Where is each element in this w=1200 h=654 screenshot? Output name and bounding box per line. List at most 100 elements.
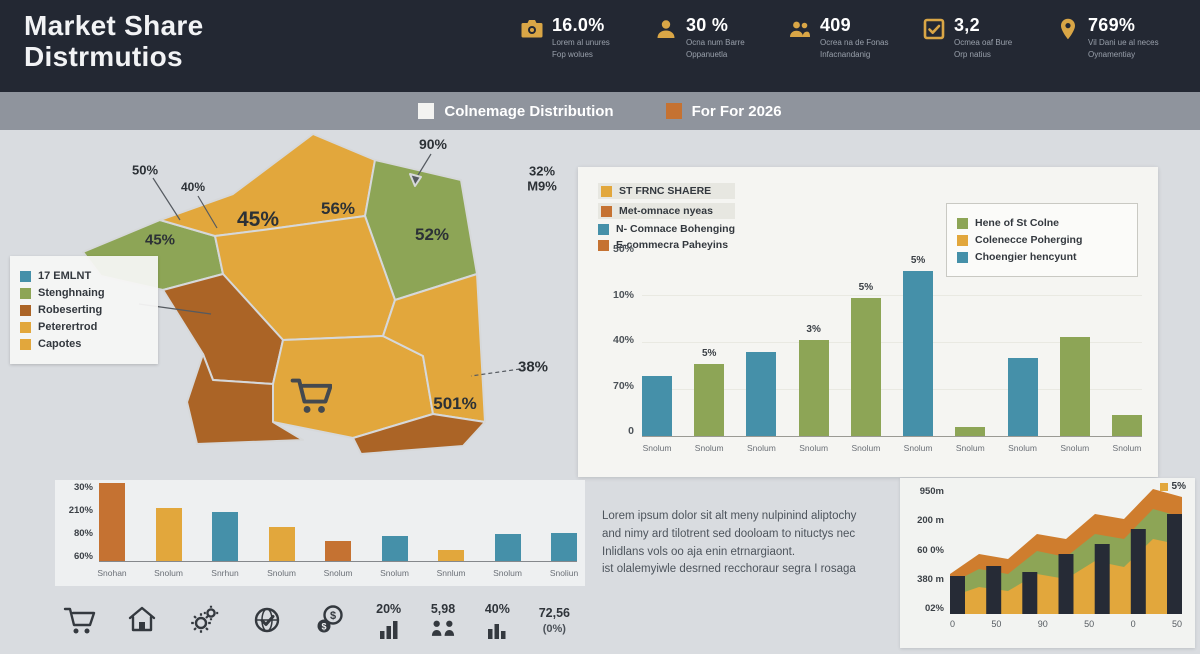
bar	[955, 427, 986, 436]
stat-label: Lorem al unures	[552, 38, 610, 47]
bar	[1059, 337, 1090, 436]
icon-cell	[125, 604, 159, 636]
icon-cell	[250, 604, 284, 636]
stat-block: 409 Ocrea na de Fonas Infacnandanig	[788, 15, 922, 60]
bar-category-label: Snolum	[1060, 443, 1090, 453]
legend-label: Stenghnaing	[38, 287, 105, 299]
globe-check-icon	[255, 607, 280, 633]
bar-category-label: Snrhun	[211, 568, 239, 578]
text-line: Lorem ipsum dolor sit alt meny nulpinind…	[602, 510, 857, 522]
stat-block: 769% Vil Dani ue al neces Oynamentiay	[1056, 15, 1190, 60]
gears-icon	[190, 605, 218, 633]
bar-group: Snolum	[493, 482, 522, 578]
bar: 5%	[694, 348, 725, 436]
bar	[1111, 415, 1142, 436]
legend-label: Peterertrod	[38, 321, 98, 333]
legend-label: For For 2026	[691, 102, 782, 120]
bar-group: Snohan	[97, 482, 127, 578]
legend-swatch	[20, 304, 31, 316]
stat-label: Ocmea oaf Bure	[954, 38, 1013, 47]
map-region-southwest	[186, 353, 304, 445]
y-tick-label: 380 m	[917, 573, 944, 585]
icon-cell	[188, 604, 222, 636]
legend-item: Hene of St Colne	[957, 217, 1127, 229]
bottom-left-bar-chart-panel: 30% 210% 80% 60% Snohan Snolum Snrhun Snolum Sn…	[55, 480, 585, 586]
title-line-2: Distrmutios	[24, 40, 183, 72]
legend-swatch	[957, 217, 968, 229]
legend-swatch	[20, 338, 31, 350]
svg-text:$: $	[330, 610, 336, 622]
y-axis-ticks: 950m 200 m 60 0% 380 m 02%	[900, 486, 944, 614]
stat-value-sub: (0%)	[542, 622, 566, 635]
legend-label: ST FRNC SHAERE	[619, 185, 712, 197]
x-tick-label: 0	[950, 619, 956, 629]
stat-value: 769%	[1088, 15, 1136, 35]
legend-item: Robeserting	[20, 304, 148, 316]
legend-label: Met-omnace nyeas	[619, 205, 713, 217]
map-label: 90%	[418, 136, 448, 152]
leader-line	[197, 195, 218, 229]
bar-plot-area: Snolum 5% Snolum Snolum 3% Snolum 5% Snolum 5% Sn…	[642, 249, 1142, 453]
bar-category-label: Snolum	[799, 443, 829, 453]
bar	[746, 352, 777, 436]
bar-group: Snolum	[1111, 249, 1142, 453]
area-chart-panel: 5% 950m 200 m 60 0% 380 m 02% 0 50 90 50 0 50	[900, 478, 1195, 648]
bar-group: Snnlum	[437, 482, 465, 578]
bar-group: 5% Snolum	[903, 249, 934, 453]
stat-value: 72,56	[538, 605, 570, 620]
stat-label: Orp natius	[954, 50, 991, 60]
bar-value-label: 5%	[858, 282, 874, 293]
bar-category-label: Snolum	[694, 443, 724, 453]
y-tick-label: 0	[628, 425, 634, 437]
icon-cell: 40%	[485, 602, 510, 639]
legend-swatch	[418, 103, 435, 119]
column-bar	[986, 566, 1002, 614]
stat-label: Ocrea na de Fonas	[820, 38, 889, 47]
bar	[212, 512, 238, 561]
y-tick-label: 60%	[73, 551, 93, 562]
main-bar-chart-panel: ST FRNC SHAERE Met-omnace nyeas N- Comnace…	[578, 167, 1158, 477]
bar-category-label: Snolum	[323, 568, 353, 578]
legend-label: 17 EMLNT	[38, 270, 92, 282]
people-icon	[790, 21, 810, 37]
bar-category-label: Snolum	[747, 443, 776, 453]
x-tick-label: 50	[1084, 619, 1095, 629]
bar-value-label: 3%	[806, 324, 821, 335]
bar	[1007, 358, 1038, 436]
bar-category-label: Snolum	[1008, 443, 1037, 453]
map-label: 32%	[528, 163, 556, 179]
corner-value-label: 5%	[1171, 481, 1186, 492]
bar-category-label: Snolum	[955, 443, 985, 453]
corner-value: 5%	[1159, 481, 1186, 492]
column-bar	[1094, 544, 1110, 614]
stat-label: Oynamentiay	[1088, 50, 1136, 60]
svg-text:$: $	[322, 622, 327, 632]
legend-label: Colenecce Poherging	[975, 234, 1083, 246]
shopping-cart-icon	[290, 378, 332, 413]
bar-group: Snolum	[267, 482, 296, 578]
y-tick-label: 950m	[919, 486, 944, 497]
stat-block: 30 % Ocna num Barre Oppanuetla	[654, 15, 788, 60]
legend-item: ST FRNC SHAERE	[598, 183, 736, 199]
bar-category-label: Snolum	[903, 443, 933, 453]
stat-value: 3,2	[954, 15, 980, 35]
shopping-cart-icon	[63, 607, 96, 634]
y-tick-label: 40%	[612, 334, 634, 346]
legend-swatch	[20, 287, 31, 299]
bar-group: Snolum	[642, 249, 672, 453]
home-icon	[128, 606, 156, 632]
stat-value: 5,98	[430, 602, 456, 616]
stat-value: 40%	[484, 601, 510, 616]
icon-cell: 5,98	[430, 602, 456, 638]
arrowhead	[409, 173, 422, 187]
legend-label: Capotes	[38, 338, 82, 350]
bottom-icons-row: $ $ 20% 5,98 40% 72,56 (0%)	[62, 592, 570, 648]
bar	[551, 533, 577, 561]
text-line: Inlidlans vols oo aja enin etrnargiaont.	[602, 545, 796, 558]
column-bar	[1130, 529, 1146, 614]
map-label: 56%	[320, 199, 356, 218]
x-tick-label: 90	[1037, 619, 1048, 629]
bar	[155, 508, 182, 561]
legend-item: E-commecra Paheyins	[598, 239, 735, 251]
legend-swatch	[20, 321, 31, 333]
